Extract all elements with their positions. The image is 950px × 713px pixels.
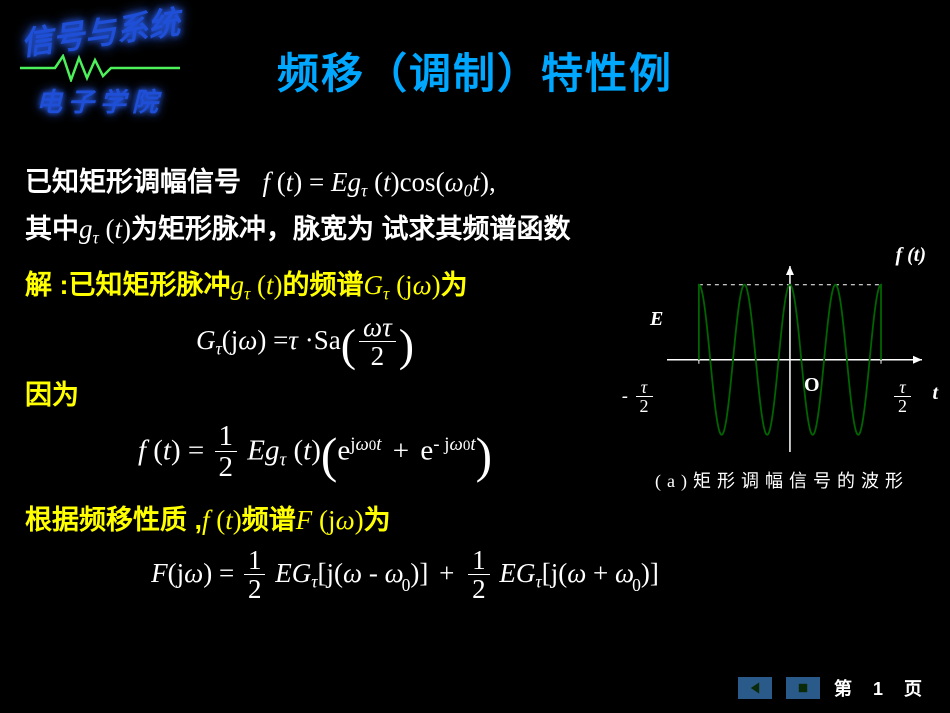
line-given-signal: 已知矩形调幅信号 f (t) = Egτ (t)cos(ω0t), (25, 160, 925, 201)
text-spectrum: 的频谱 (283, 270, 364, 300)
slide-title: 频移（调制）特性例 (0, 40, 950, 101)
line-where: 其中gτ (t)为矩形脉冲，脉宽为 试求其频谱函数 (25, 207, 925, 248)
text-spectrum2: 频谱 (242, 505, 296, 535)
equation-G-sa: Gτ(jω) =τ ·Sa(ωτ2) (25, 314, 585, 372)
text-is2: 为 (364, 505, 391, 535)
figure-caption: (a)矩形调幅信号的波形 (622, 467, 942, 493)
nav-stop-button[interactable] (786, 677, 820, 699)
figure-neg-half-tau: - τ2 (622, 378, 656, 417)
slide-footer: 第 1 页 (738, 675, 930, 701)
nav-prev-button[interactable] (738, 677, 772, 699)
figure-pos-half-tau: τ2 (891, 378, 914, 417)
text-given: 已知矩形调幅信号 (25, 167, 241, 197)
text-by-shift: 根据频移性质 , (25, 505, 202, 535)
figure-waveform: f (t) E O t - τ2 τ2 (a)矩形调幅信号的波形 (622, 246, 942, 496)
figure-svg (622, 246, 942, 456)
figure-ylabel: f (t) (895, 244, 926, 267)
math-ft-def: f (t) = Egτ (t)cos(ω0t), (263, 167, 496, 197)
line-shift-property: 根据频移性质 ,f (t)频谱F (jω)为 (25, 498, 925, 537)
figure-E-label: E (650, 308, 663, 331)
figure-origin-label: O (804, 374, 820, 397)
text-where: 其中 (25, 214, 79, 244)
page-number: 第 1 页 (834, 675, 930, 701)
equation-ft-exp: f (t) = 12 Egτ (t)(ejω0t + e- jω0t) (25, 422, 605, 484)
figure-t-label: t (932, 382, 938, 405)
text-is: 为 (441, 270, 468, 300)
text-rect-pulse: 为矩形脉冲，脉宽为 试求其频谱函数 (131, 214, 571, 244)
text-solution: 解 :已知矩形脉冲 (25, 270, 231, 300)
equation-F-result: F(jω) = 12 EGτ[j(ω - ω0)] + 12 EGτ[j(ω +… (25, 547, 785, 605)
